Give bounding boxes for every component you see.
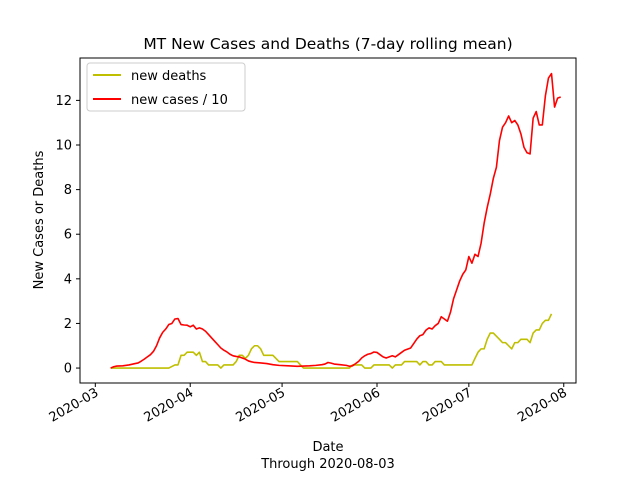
- x-axis-label: Date: [312, 440, 343, 455]
- y-tick-label: 12: [55, 94, 72, 109]
- y-tick-label: 6: [64, 228, 72, 243]
- series-line-new-deaths: [110, 313, 553, 369]
- y-tick-label: 0: [64, 362, 72, 377]
- legend-label-new-cases: new cases / 10: [131, 93, 228, 108]
- y-tick-label: 10: [55, 138, 72, 153]
- x-axis-sublabel: Through 2020-08-03: [260, 457, 395, 472]
- y-axis-label: New Cases or Deaths: [32, 150, 47, 289]
- series-layer: [110, 72, 561, 369]
- series-line-new-cases-10: [110, 72, 561, 369]
- legend: new deaths new cases / 10: [86, 62, 246, 112]
- chart-title: MT New Cases and Deaths (7-day rolling m…: [143, 35, 512, 53]
- y-tick-label: 2: [64, 317, 72, 332]
- legend-label-new-deaths: new deaths: [131, 69, 207, 84]
- y-tick-label: 4: [64, 272, 72, 287]
- y-axis-ticks: 0 2 4 6 8 10 12: [55, 94, 80, 377]
- plot-area-frame: [79, 57, 577, 384]
- y-tick-label: 8: [64, 183, 72, 198]
- legend-box: [86, 62, 246, 112]
